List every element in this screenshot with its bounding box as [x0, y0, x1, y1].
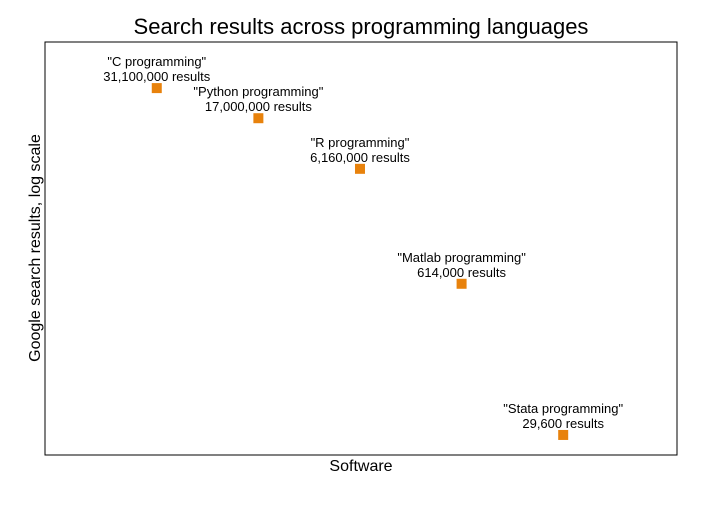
data-point-marker	[456, 278, 467, 289]
data-label-name: "Python programming"	[193, 84, 323, 99]
data-label-name: "Stata programming"	[503, 401, 623, 416]
data-points: "C programming"31,100,000 results"Python…	[103, 54, 623, 440]
data-label-value: 6,160,000 results	[310, 150, 410, 165]
data-label-name: "Matlab programming"	[397, 250, 526, 265]
y-axis-label: Google search results, log scale	[27, 134, 44, 362]
data-label-value: 29,600 results	[522, 416, 604, 431]
chart-title: Search results across programming langua…	[134, 14, 589, 39]
data-point-marker	[151, 83, 162, 94]
x-axis-label: Software	[329, 458, 392, 475]
plot-area	[44, 41, 678, 456]
data-label-value: 31,100,000 results	[103, 69, 210, 84]
data-label-name: "C programming"	[107, 54, 206, 69]
data-label-name: "R programming"	[311, 135, 410, 150]
data-point-marker	[253, 113, 264, 124]
data-point-marker	[558, 429, 569, 440]
data-label-value: 614,000 results	[417, 265, 506, 280]
data-label-value: 17,000,000 results	[205, 99, 312, 114]
data-point-marker	[354, 163, 365, 174]
